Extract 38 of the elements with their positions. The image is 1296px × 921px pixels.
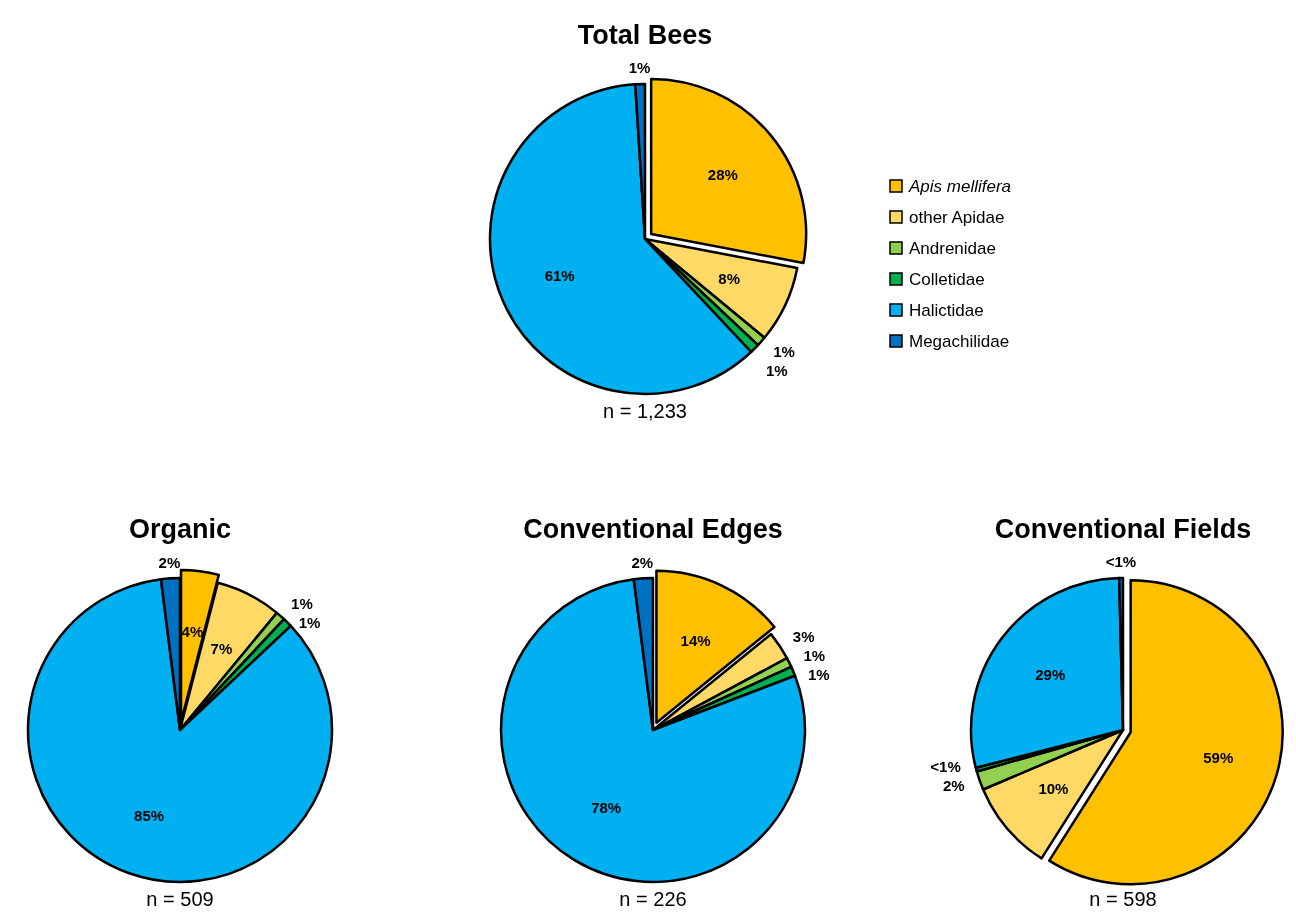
chart-title: Conventional Fields	[994, 514, 1252, 544]
data-label: 59%	[1203, 748, 1234, 766]
data-label: 78%	[591, 799, 622, 817]
legend-label: Colletidae	[909, 269, 985, 289]
data-label: 8%	[718, 269, 740, 287]
data-label: 10%	[1038, 780, 1069, 798]
text: n = 598	[1089, 888, 1157, 910]
data-label: 1%	[628, 59, 651, 77]
data-label: 2%	[631, 553, 654, 571]
text: n = 226	[619, 888, 687, 910]
data-label: 1%	[807, 666, 830, 684]
data-label: 7%	[210, 639, 233, 657]
data-label: <1%	[930, 758, 961, 776]
data-label: 4%	[181, 622, 204, 640]
data-label: 29%	[1035, 666, 1066, 684]
legend-label: Apis mellifera	[908, 176, 1012, 196]
data-label: 2%	[158, 553, 181, 571]
data-label: 2%	[942, 777, 965, 795]
chart-title: Organic	[128, 514, 232, 544]
chart-title: Total Bees	[577, 20, 713, 50]
text: n = 1,233	[603, 400, 687, 422]
data-label: 3%	[792, 628, 815, 646]
legend-label: Andrenidae	[909, 238, 996, 258]
text: n = 509	[146, 888, 214, 910]
data-label: 1%	[765, 362, 788, 380]
legend-label: Megachilidae	[909, 331, 1010, 351]
data-label: 28%	[707, 165, 738, 183]
legend-label: other Apidae	[909, 207, 1005, 227]
data-label: 1%	[803, 647, 826, 665]
data-label: <1%	[1105, 553, 1137, 571]
data-label: 61%	[544, 267, 575, 285]
data-label: 85%	[134, 807, 165, 825]
data-label: 14%	[680, 631, 711, 649]
data-label: 1%	[291, 595, 313, 613]
data-label: 1%	[298, 614, 321, 632]
legend-label: Halictidae	[909, 300, 984, 320]
data-label: 1%	[773, 343, 795, 361]
chart-title: Conventional Edges	[523, 514, 783, 544]
